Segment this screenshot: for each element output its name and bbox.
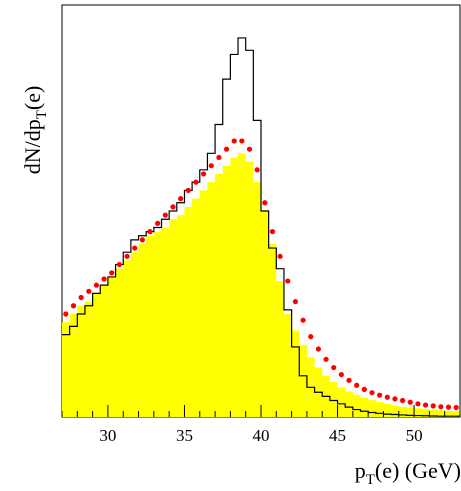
data-point	[377, 392, 383, 398]
data-point	[109, 270, 115, 276]
data-point	[132, 245, 138, 251]
data-point	[445, 404, 452, 410]
data-point	[231, 138, 237, 144]
filled-histogram	[62, 153, 460, 417]
y-axis-label: dN/dpT(e)	[20, 86, 50, 175]
data-point	[308, 334, 314, 340]
data-point	[139, 237, 145, 243]
x-tick-label: 30	[99, 426, 116, 445]
data-point	[155, 220, 161, 226]
data-point	[315, 346, 322, 352]
data-point	[384, 394, 390, 400]
x-tick-label: 40	[253, 426, 270, 445]
data-point	[147, 229, 153, 235]
data-point	[300, 317, 306, 323]
data-point	[262, 200, 268, 206]
data-point	[407, 399, 413, 405]
x-tick-label: 35	[176, 426, 193, 445]
outline-histogram	[62, 37, 460, 417]
data-point	[453, 404, 459, 411]
data-point	[200, 171, 207, 177]
data-point	[101, 276, 107, 282]
data-point	[415, 401, 421, 407]
data-point	[430, 403, 436, 409]
data-point	[331, 364, 337, 371]
data-point	[193, 179, 199, 185]
data-point	[162, 212, 168, 218]
dot-series	[63, 138, 459, 411]
data-point	[63, 311, 69, 317]
data-point	[285, 278, 291, 284]
data-point	[422, 402, 429, 408]
x-axis-label-sub: T	[366, 472, 375, 488]
data-point	[292, 299, 299, 305]
data-point	[170, 204, 176, 210]
data-point	[399, 397, 406, 404]
y-axis-label-tail: (e)	[20, 86, 45, 110]
data-point	[277, 253, 283, 259]
data-point	[124, 253, 130, 259]
plot-area	[61, 4, 461, 418]
data-point	[93, 282, 100, 288]
data-point	[223, 146, 230, 152]
x-axis-label: pT(e) (GeV)	[355, 458, 461, 488]
data-point	[78, 294, 84, 301]
data-point	[239, 138, 245, 144]
y-axis-label-sub: T	[34, 110, 50, 119]
data-point	[246, 146, 253, 152]
data-point	[354, 382, 360, 388]
data-point	[185, 187, 191, 193]
data-point	[86, 288, 92, 294]
data-point	[178, 196, 184, 202]
x-tick-label: 45	[329, 426, 346, 445]
data-point	[216, 154, 222, 161]
data-point	[346, 377, 352, 383]
x-tick-label: 50	[406, 426, 423, 445]
data-point	[70, 303, 77, 309]
x-axis-label-main: p	[355, 458, 366, 483]
data-point	[392, 396, 398, 402]
data-point	[438, 404, 444, 410]
data-point	[338, 371, 344, 378]
data-point	[269, 229, 276, 235]
data-point	[116, 261, 123, 268]
data-point	[361, 386, 367, 392]
x-axis-ticks: 30 35 40 45 50	[61, 405, 461, 445]
data-point	[369, 390, 375, 396]
x-axis-label-tail: (e) (GeV)	[375, 458, 461, 483]
data-point	[254, 167, 260, 173]
data-point	[208, 163, 214, 169]
data-point	[323, 356, 329, 362]
y-axis-label-main: dN/dp	[20, 119, 45, 174]
